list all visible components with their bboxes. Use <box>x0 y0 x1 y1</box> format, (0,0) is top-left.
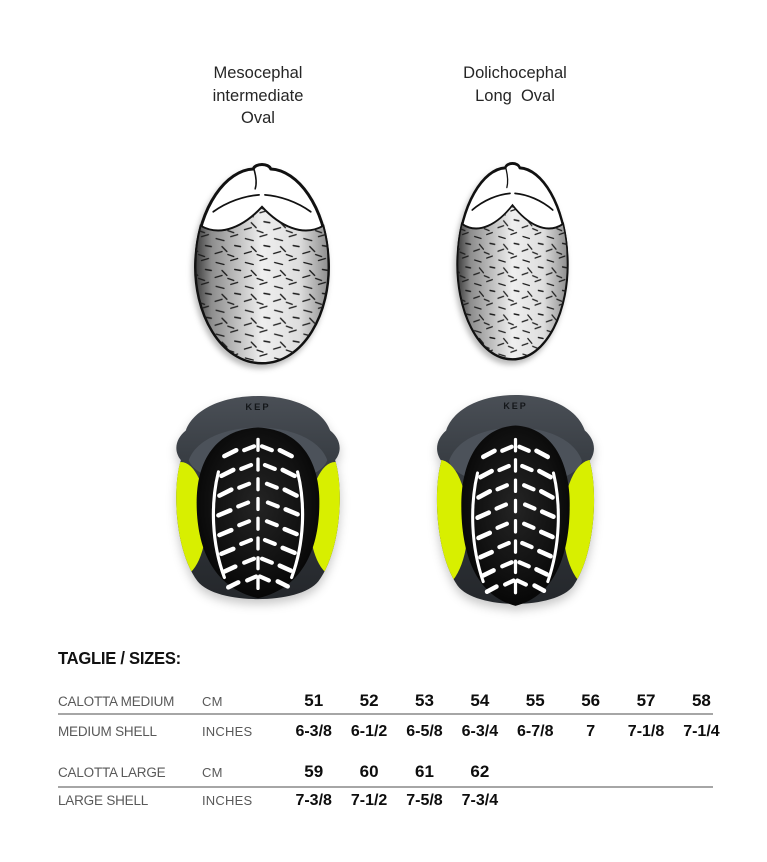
table-divider <box>58 713 713 715</box>
size-value-cell: 52 <box>359 691 379 710</box>
size-value-cell: 57 <box>636 691 656 710</box>
size-value-cell: 53 <box>415 691 434 710</box>
row-label: CALOTTA LARGE <box>58 765 166 780</box>
row-unit: INCHES <box>202 793 253 808</box>
size-value-cell: 51 <box>304 691 324 710</box>
size-value-cell: 7-3/4 <box>461 792 499 809</box>
head-top-view-intermediate-oval-illustration <box>184 162 340 367</box>
size-value-cell: 55 <box>525 691 545 710</box>
size-value-cell: 54 <box>470 691 490 710</box>
helmet-liner-long-oval-illustration <box>430 392 601 617</box>
sizes-heading: TAGLIE / SIZES: <box>58 648 181 668</box>
size-value-cell: 62 <box>470 762 490 781</box>
size-value-cell: 7-1/8 <box>627 723 665 740</box>
size-value-cell: 7-1/2 <box>350 792 388 809</box>
table-divider <box>58 786 713 788</box>
size-value-cell: 7-5/8 <box>406 792 443 809</box>
row-unit: INCHES <box>202 724 253 739</box>
size-value-cell: 7-3/8 <box>295 792 332 809</box>
size-value-cell: 7 <box>586 723 596 740</box>
table-row-large-shell: LARGE SHELL INCHES 7-3/8 7-1/2 7-5/8 7-3… <box>58 792 729 812</box>
row-label: LARGE SHELL <box>58 793 149 808</box>
helmet-liner-medium-oval-illustration <box>169 393 347 612</box>
size-value-cell: 6-1/2 <box>350 723 388 740</box>
row-unit: CM <box>202 694 223 709</box>
size-value-cell: 58 <box>691 691 711 710</box>
table-row-medium-shell: MEDIUM SHELL INCHES 6-3/8 6-1/2 6-5/8 6-… <box>58 723 729 743</box>
size-value-cell: 7-1/4 <box>683 723 720 740</box>
size-value-cell: 59 <box>304 762 324 781</box>
head-top-view-long-oval-illustration <box>448 161 577 363</box>
size-value-cell: 6-7/8 <box>517 723 554 740</box>
size-value-cell: 56 <box>581 691 601 710</box>
heading-dolichocephal: Dolichocephal Long Oval <box>463 64 567 105</box>
row-label: MEDIUM SHELL <box>58 724 157 739</box>
row-unit: CM <box>202 765 223 780</box>
size-value-cell: 6-3/8 <box>295 723 332 740</box>
size-value-cell: 6-3/4 <box>461 723 499 740</box>
row-label: CALOTTA MEDIUM <box>58 694 175 709</box>
size-value-cell: 60 <box>359 762 379 781</box>
heading-mesocephal: Mesocephal intermediate Oval <box>212 64 304 127</box>
size-value-cell: 61 <box>415 762 434 781</box>
table-row-calotta-large: CALOTTA LARGE CM 59 60 61 62 <box>58 762 729 782</box>
table-row-calotta-medium: CALOTTA MEDIUM CM 51 52 53 54 55 56 57 5… <box>58 691 729 711</box>
size-value-cell: 6-5/8 <box>406 723 443 740</box>
